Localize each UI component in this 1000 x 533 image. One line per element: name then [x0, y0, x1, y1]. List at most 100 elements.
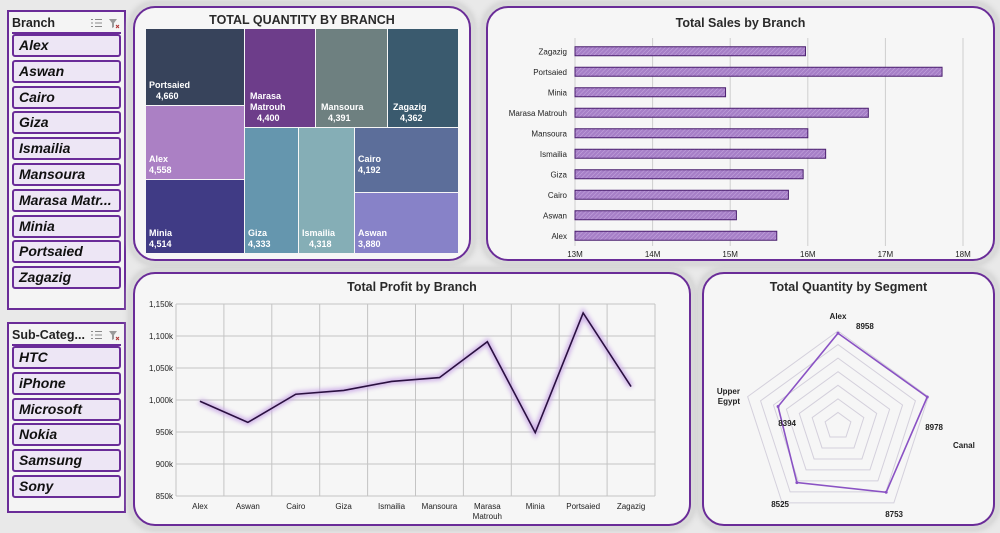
subcategory-slicer-item[interactable]: iPhone [12, 371, 121, 395]
subcategory-slicer: Sub-Categ... HTC iPhone Microsoft Nokia Sams… [7, 322, 126, 513]
treemap-label: Mansoura [321, 102, 365, 112]
segment-radar-chart: Alex8958Canal8978Delta8753G. Cairo8525Up… [717, 312, 975, 519]
branch-slicer-item[interactable]: Mansoura [12, 163, 121, 186]
branch-slicer-item[interactable]: Marasa Matr... [12, 188, 121, 212]
y-tick-label: Marasa Matrouh [509, 109, 567, 118]
y-tick-label: 900k [156, 460, 174, 469]
branch-slicer-header: Branch [12, 14, 121, 34]
treemap-value: 4,192 [358, 165, 381, 175]
x-tick-label: Mansoura [422, 502, 458, 511]
y-tick-label: 1,150k [149, 300, 174, 309]
x-tick-label: 18M [955, 250, 971, 259]
sales-bar [574, 189, 789, 200]
x-tick-label: Minia [526, 502, 546, 511]
radar-category-label: Canal [953, 441, 975, 450]
treemap-title: TOTAL QUANTITY BY BRANCH [209, 13, 395, 27]
radar-point [884, 490, 888, 494]
branch-slicer-item[interactable]: Giza [12, 111, 121, 135]
x-tick-label: Cairo [286, 502, 306, 511]
y-tick-label: 1,100k [149, 332, 174, 341]
y-tick-label: 850k [156, 492, 174, 501]
subcategory-slicer-header: Sub-Categ... [12, 326, 121, 346]
x-tick-label: Matrouh [473, 512, 502, 521]
treemap-value: 4,362 [400, 113, 423, 123]
y-tick-label: Giza [551, 170, 568, 179]
radar-value-label: 8753 [885, 510, 903, 519]
treemap-value: 4,400 [257, 113, 280, 123]
treemap-label: Aswan [358, 228, 387, 238]
branch-slicer-item[interactable]: Cairo [12, 85, 121, 109]
profit-card: Total Profit by Branch 850k 900k 950k 1,000… [133, 272, 691, 526]
profit-line [199, 311, 632, 435]
radar-category-label: Alex [830, 312, 847, 321]
treemap-label: Matrouh [250, 102, 286, 112]
x-tick-label: Ismailia [378, 502, 406, 511]
x-tick-label: 16M [800, 250, 816, 259]
subcategory-slicer-item[interactable]: Nokia [12, 423, 121, 447]
sales-card: Total Sales by Branch 13M 14M 15M 16M 17M 18M… [486, 6, 995, 261]
sales-bar [574, 46, 806, 57]
radar-point [776, 405, 780, 409]
y-tick-label: 950k [156, 428, 174, 437]
radar-category-label: Upper [717, 387, 740, 396]
subcategory-slicer-item[interactable]: HTC [12, 346, 121, 369]
radar-ring [747, 330, 929, 504]
sales-bar [574, 230, 778, 241]
x-tick-label: Portsaied [566, 502, 600, 511]
clear-filter-icon[interactable] [107, 328, 121, 342]
radar-series [777, 332, 929, 494]
y-tick-label: Cairo [548, 191, 568, 200]
treemap-rect [299, 128, 354, 253]
y-tick-label: 1,050k [149, 364, 174, 373]
radar-ring [798, 384, 878, 460]
radar-ring [785, 371, 891, 471]
branch-slicer-item[interactable]: Ismailia [12, 137, 121, 161]
treemap-label: Alex [149, 154, 168, 164]
treemap-value: 4,318 [309, 239, 332, 249]
treemap-rect [355, 193, 458, 253]
radar-ring [824, 411, 852, 438]
segment-title: Total Quantity by Segment [769, 280, 928, 294]
sales-bar [574, 148, 827, 159]
multi-select-icon[interactable] [89, 16, 103, 30]
radar-ring [811, 398, 865, 449]
subcategory-slicer-item[interactable]: Microsoft [12, 397, 121, 421]
y-tick-label: Alex [551, 232, 567, 241]
branch-slicer-item[interactable]: Aswan [12, 59, 121, 83]
segment-card: Total Quantity by Segment Alex 8958 Canal 8… [702, 272, 995, 526]
treemap-label: Zagazig [393, 102, 427, 112]
subcategory-slicer-item[interactable]: Samsung [12, 449, 121, 473]
treemap-label: Giza [248, 228, 268, 238]
y-tick-label: Aswan [543, 211, 567, 220]
branch-slicer-item[interactable]: Minia [12, 214, 121, 238]
branch-slicer-item[interactable]: Portsaied [12, 240, 121, 264]
radar-value-label: 8394 [778, 419, 796, 428]
sales-title: Total Sales by Branch [675, 16, 806, 30]
branch-slicer-item[interactable]: Zagazig [12, 266, 121, 290]
sales-bar-chart: 13M 14M 15M 16M 17M 18M Zagazig Portsaied Minia M… [509, 38, 971, 259]
clear-filter-icon[interactable] [107, 16, 121, 30]
treemap-card: TOTAL QUANTITY BY BRANCH Portsaied 4,660 A… [133, 6, 471, 261]
branch-slicer-item[interactable]: Alex [12, 34, 121, 57]
radar-ring [759, 343, 917, 493]
x-tick-label: Alex [192, 502, 208, 511]
x-tick-label: Aswan [236, 502, 260, 511]
treemap-rect [355, 128, 458, 192]
y-tick-label: Zagazig [539, 47, 567, 56]
subcategory-slicer-item[interactable]: Sony [12, 475, 121, 498]
multi-select-icon[interactable] [89, 328, 103, 342]
y-tick-label: Mansoura [531, 129, 567, 138]
treemap-chart: Portsaied4,660Alex4,558Minia4,514MarasaM… [146, 29, 458, 253]
treemap-rect [388, 29, 458, 127]
treemap-value: 4,333 [248, 239, 271, 249]
treemap-rect [245, 29, 315, 127]
radar-value-label: 8958 [856, 322, 874, 331]
